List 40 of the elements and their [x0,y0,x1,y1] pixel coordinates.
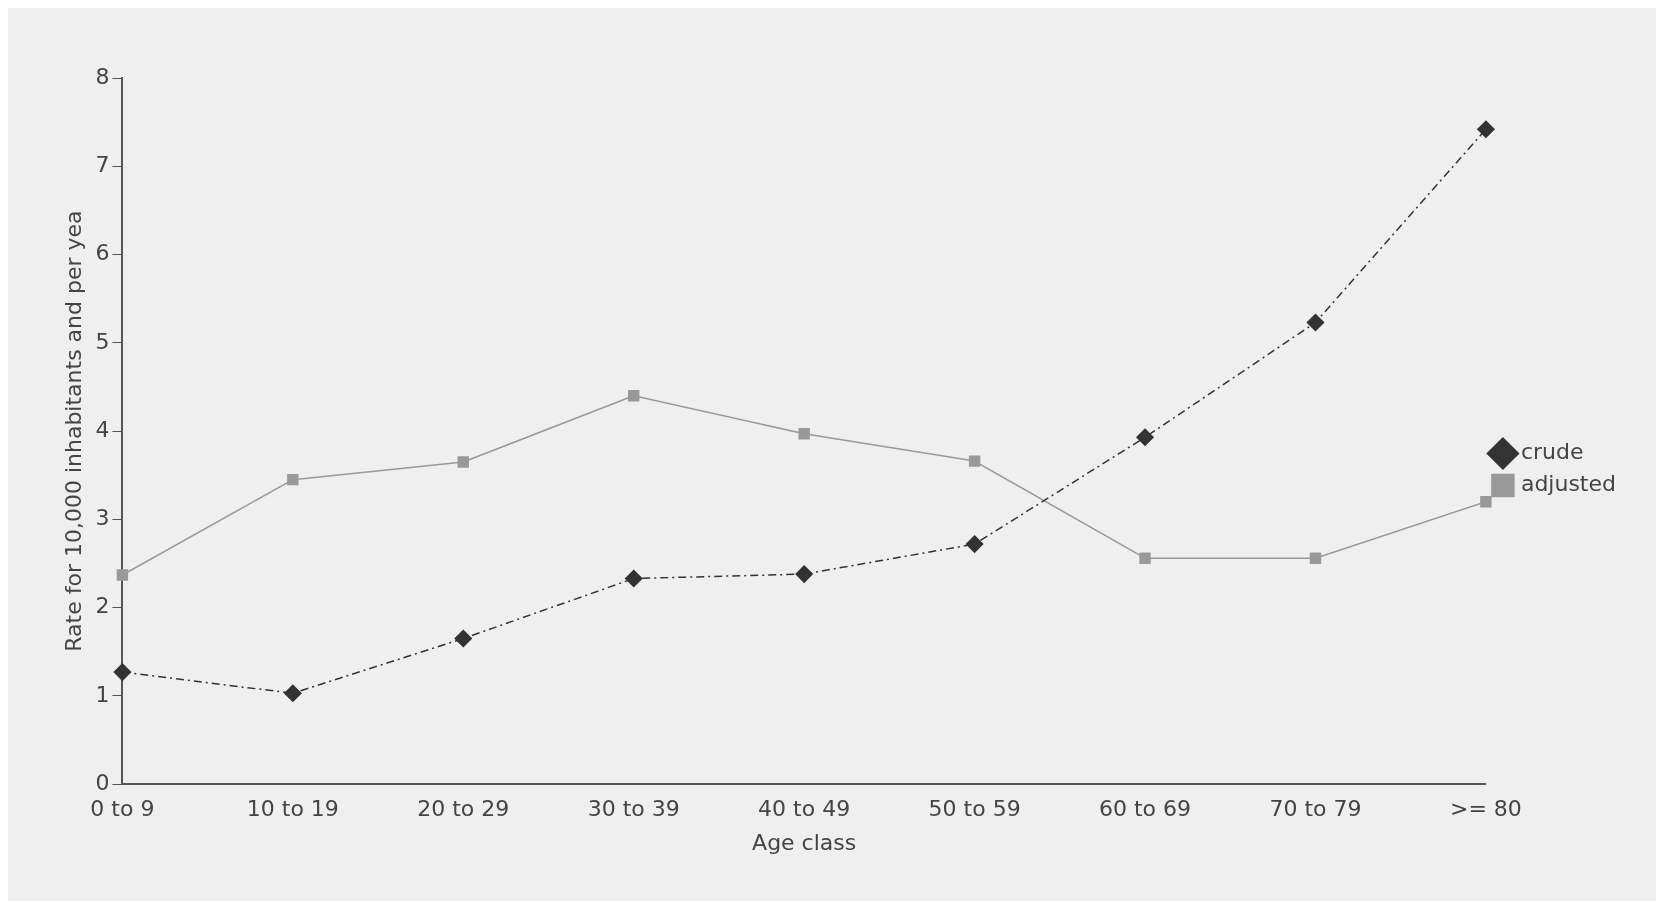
point [965,535,984,553]
point [287,473,299,486]
y-tick-label: 5 [95,328,110,354]
x-tick-label: 40 to 49 [758,796,851,822]
x-tick-label: 10 to 19 [246,796,339,822]
y-axis-title: Rate for 10,000 inhabitants and per yea [60,210,86,652]
x-tick-label: 70 to 79 [1269,796,1362,822]
point [113,663,132,681]
x-tick-label: >= 80 [1449,796,1522,822]
point [968,455,981,467]
y-tick-label: 4 [95,416,110,442]
y-tick-label: 7 [95,151,110,177]
point [1136,428,1154,447]
point [284,684,302,703]
x-tick-label: 30 to 39 [587,796,680,822]
y-tick-label: 2 [95,593,110,619]
legend-label: adjusted [1520,471,1616,497]
legend-label: crude [1520,439,1584,465]
x-tick-label: 60 to 69 [1099,796,1192,822]
point [1306,313,1325,332]
point [1480,496,1492,508]
point [1309,552,1322,564]
x-tick-label: 0 to 9 [90,796,155,822]
y-tick-label: 0 [95,769,110,795]
point [628,390,640,402]
point [1477,120,1495,138]
x-tick-label: 50 to 59 [928,796,1021,822]
point [457,456,469,468]
y-tick-label: 6 [95,240,110,266]
point [1139,552,1151,564]
x-axis-title: Age class [752,829,857,855]
y-tick-label: 3 [95,505,110,531]
point [624,569,643,588]
point [454,629,473,648]
x-tick-label: 20 to 29 [417,796,510,822]
point [798,428,810,440]
point [795,565,813,583]
y-tick-label: 1 [95,681,110,707]
point [116,569,129,581]
y-tick-label: 8 [95,63,110,89]
